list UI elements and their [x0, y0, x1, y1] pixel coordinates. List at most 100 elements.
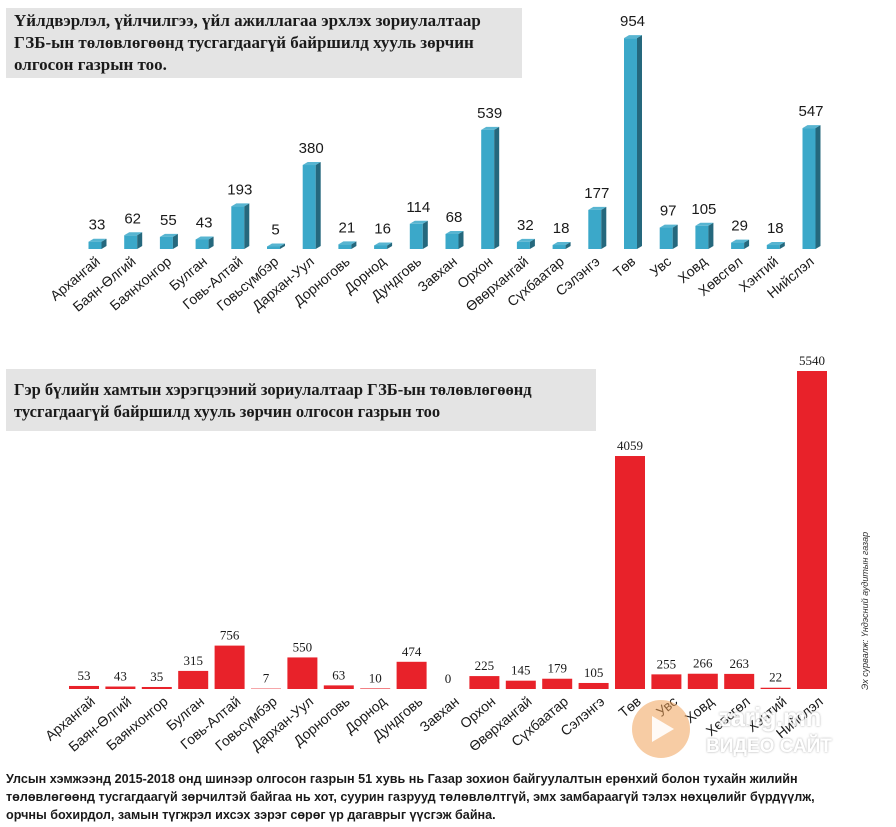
bar1-value-15: 954 — [620, 13, 645, 30]
bar1-value-13: 18 — [553, 220, 570, 237]
bar1-side-18 — [744, 239, 750, 249]
bar1-18 — [731, 242, 745, 249]
bar1-top-7 — [338, 241, 357, 245]
bar2-20 — [797, 371, 827, 689]
play-icon — [652, 716, 674, 742]
watermark-subtitle: ВИДЕО САЙТ — [706, 736, 832, 757]
bar1-value-11: 539 — [477, 105, 502, 122]
bar1-top-3 — [195, 236, 214, 240]
bar1-16 — [659, 227, 673, 249]
bar1-side-1 — [137, 232, 143, 249]
chart1-title: Үйлдвэрлэл, үйлчилгээ, үйл ажиллагаа эрх… — [6, 8, 522, 78]
bar1-20 — [802, 128, 816, 249]
bar2-16 — [651, 674, 682, 689]
bar2-value-11: 225 — [475, 658, 495, 673]
chart1-tick-label-16: Увс — [647, 253, 674, 280]
bar1-top-13 — [552, 242, 571, 246]
bar1-side-11 — [494, 126, 500, 249]
bar2-value-17: 266 — [693, 656, 713, 671]
bar2-value-14: 105 — [584, 665, 604, 680]
bar1-value-18: 29 — [731, 218, 748, 235]
bar1-value-8: 16 — [374, 220, 391, 237]
bar1-value-4: 193 — [227, 181, 252, 198]
bar1-side-3 — [208, 236, 214, 249]
bar1-7 — [338, 244, 352, 249]
chart2-tick-label-10: Завхан — [416, 693, 462, 735]
bar1-side-13 — [565, 242, 571, 249]
bar1-top-14 — [588, 206, 607, 210]
chart2-title-line2: тусгагдаагүй байршилд хууль зөрчин олгос… — [14, 402, 441, 421]
bar1-side-5 — [280, 243, 285, 249]
bar2-value-13: 179 — [547, 661, 567, 676]
bar2-6 — [287, 657, 318, 689]
bar2-15 — [615, 456, 645, 689]
bar1-14 — [588, 209, 602, 249]
bar1-value-9: 114 — [406, 199, 430, 216]
footer-line3: орчны бохирдол, замын түгжрэл ихсэх зэрэ… — [6, 808, 496, 822]
bar1-value-14: 177 — [584, 185, 609, 202]
bar2-value-7: 63 — [332, 667, 345, 682]
bar1-side-8 — [387, 242, 393, 249]
bar1-side-20 — [815, 125, 821, 249]
bar1-19 — [766, 245, 780, 249]
chart1-title-line1: Үйлдвэрлэл, үйлчилгээ, үйл ажиллагаа эрх… — [14, 11, 481, 30]
bar2-14 — [578, 682, 609, 689]
bar1-value-3: 43 — [196, 214, 213, 231]
bar1-value-2: 55 — [160, 212, 177, 229]
bar2-value-3: 315 — [183, 653, 203, 668]
bar1-17 — [695, 225, 709, 249]
bar2-value-18: 263 — [729, 656, 749, 671]
bar1-2 — [159, 236, 173, 249]
bar1-side-4 — [244, 203, 250, 249]
bar2-value-2: 35 — [150, 669, 163, 684]
bar1-4 — [231, 206, 245, 249]
bar1-9 — [409, 223, 423, 249]
bar1-top-2 — [159, 233, 178, 237]
footer-line1: Улсын хэмжээнд 2015-2018 онд шинээр олго… — [6, 772, 798, 786]
bar1-top-18 — [731, 239, 750, 243]
bar2-value-5: 7 — [263, 671, 270, 686]
bar1-top-9 — [409, 220, 428, 224]
bar1-top-11 — [481, 126, 500, 130]
bar1-1 — [124, 235, 138, 249]
bar1-3 — [195, 239, 209, 249]
bar2-3 — [178, 670, 209, 689]
bar1-side-6 — [315, 162, 321, 249]
bar2-value-19: 22 — [769, 670, 782, 685]
bar1-side-14 — [601, 206, 607, 249]
bar1-top-6 — [302, 162, 321, 166]
bar2-value-4: 756 — [220, 628, 240, 643]
bar2-value-0: 53 — [78, 668, 91, 683]
bar2-value-20: 5540 — [799, 353, 825, 368]
bar1-top-15 — [624, 35, 642, 39]
bar2-value-10: 0 — [445, 671, 452, 686]
bar1-side-12 — [529, 238, 535, 249]
bar1-value-16: 97 — [660, 203, 677, 220]
bar2-value-6: 550 — [293, 639, 313, 654]
bar1-8 — [374, 245, 388, 249]
source-note: Эх сурвалж: Үндэсний аудитын газар — [860, 531, 870, 690]
bar2-12 — [505, 680, 536, 689]
bar2-17 — [687, 673, 718, 689]
footer-line2: төлөвлөгөөнд тусгагдаагүй зөрчилтэй байг… — [6, 790, 815, 804]
bar1-side-17 — [708, 222, 714, 249]
bar1-11 — [481, 129, 495, 249]
bar1-value-10: 68 — [446, 209, 463, 226]
bar2-8 — [360, 688, 391, 689]
bar1-top-8 — [374, 242, 393, 246]
bar1-top-10 — [445, 230, 464, 234]
bar1-12 — [516, 241, 530, 249]
bar2-19 — [760, 687, 791, 689]
bar1-10 — [445, 233, 459, 249]
bar1-0 — [88, 241, 102, 249]
chart1-tick-label-10: Завхан — [414, 253, 460, 295]
bar2-7 — [323, 685, 354, 689]
bar2-value-16: 255 — [657, 656, 677, 671]
watermark-brand: zarig.mn — [718, 702, 821, 732]
bar1-side-19 — [779, 242, 785, 249]
bar1-top-17 — [695, 222, 714, 226]
chart1-title-line2: ГЗБ-ын төлөвлөгөөнд тусгагдаагүй байршил… — [14, 33, 474, 52]
bar1-side-0 — [101, 238, 107, 249]
bar1-top-1 — [124, 232, 143, 236]
